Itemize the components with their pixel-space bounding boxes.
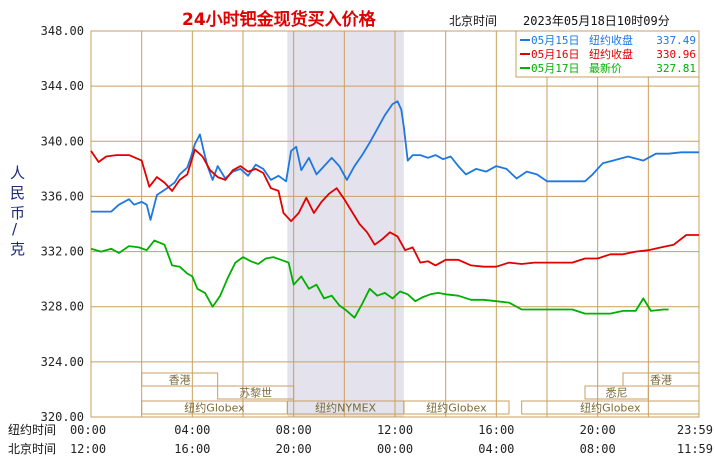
chart-title: 24小时钯金现货买入价格 bbox=[182, 9, 377, 30]
x-tick-label: 20:00 bbox=[580, 423, 616, 437]
market-session-box bbox=[217, 385, 295, 400]
x-tick-label: 16:00 bbox=[478, 423, 514, 437]
y-tick-label: 328.00 bbox=[41, 300, 84, 314]
market-session-label: 悉尼 bbox=[606, 387, 628, 400]
legend-value: 327.81 bbox=[656, 62, 696, 75]
x-tick-label: 11:59 bbox=[677, 442, 713, 456]
legend-date: 05月16日 bbox=[531, 48, 580, 61]
plot-frame bbox=[90, 30, 700, 418]
x-tick-label: 08:00 bbox=[276, 423, 312, 437]
row-label-newyork: 纽约时间 bbox=[8, 422, 56, 437]
x-tick-label: 12:00 bbox=[377, 423, 413, 437]
market-session-label: 香港 bbox=[169, 374, 191, 387]
legend-value: 337.49 bbox=[656, 34, 696, 47]
legend-label: 纽约收盘 bbox=[589, 33, 633, 47]
x-tick-labels: 00:00 04:00 08:00 12:00 16:00 20:00 23:59 12:00… bbox=[70, 423, 713, 456]
series-line-1 bbox=[91, 100, 699, 221]
legend-box bbox=[515, 30, 700, 78]
series-lines bbox=[90, 100, 699, 319]
x-tick-label: 12:00 bbox=[70, 442, 106, 456]
x-tick-label: 08:00 bbox=[580, 442, 616, 456]
timestamp: 2023年05月18日10时09分 bbox=[523, 14, 670, 28]
legend-date: 05月15日 bbox=[531, 34, 580, 47]
y-tick-label: 324.00 bbox=[41, 355, 84, 369]
market-session-box bbox=[141, 372, 219, 387]
ylabel-char-4: / bbox=[12, 220, 18, 238]
y-tick-label: 320.00 bbox=[41, 410, 84, 424]
ylabel-char-2: 民 bbox=[10, 184, 25, 202]
x-tick-label: 00:00 bbox=[70, 423, 106, 437]
market-session-label: 纽约NYMEX bbox=[315, 401, 376, 415]
x-tick-label: 00:00 bbox=[377, 442, 413, 456]
market-session-label: 苏黎世 bbox=[239, 386, 272, 400]
y-tick-label: 336.00 bbox=[41, 189, 84, 203]
x-tick-label: 20:00 bbox=[276, 442, 312, 456]
legend-label: 最新价 bbox=[589, 61, 622, 75]
ylabel-char-3: 币 bbox=[10, 204, 25, 222]
legend-value: 330.96 bbox=[656, 48, 696, 61]
y-tick-label: 332.00 bbox=[41, 245, 84, 259]
legend: 05月15日 纽约收盘 337.49 05月16日 纽约收盘 330.96 05月17日 最新… bbox=[515, 30, 700, 78]
legend-date: 05月17日 bbox=[531, 62, 580, 75]
nymex-session-band bbox=[287, 31, 404, 417]
market-session-box bbox=[622, 372, 700, 387]
x-tick-label: 16:00 bbox=[174, 442, 210, 456]
row-label-beijing: 北京时间 bbox=[8, 442, 56, 456]
series-line-2 bbox=[90, 148, 699, 268]
x-tick-label: 04:00 bbox=[174, 423, 210, 437]
series-line-3 bbox=[90, 239, 669, 319]
ylabel-char-1: 人 bbox=[10, 164, 25, 182]
x-tick-label: 04:00 bbox=[478, 442, 514, 456]
y-axis-label: 人 民 币 / 克 bbox=[10, 164, 25, 258]
y-tick-label: 340.00 bbox=[41, 134, 84, 148]
market-session-label: 香港 bbox=[650, 374, 672, 387]
market-session-label: 纽约Globex bbox=[426, 401, 487, 415]
grid bbox=[90, 30, 700, 418]
legend-label: 纽约收盘 bbox=[589, 47, 633, 61]
x-tick-label: 23:59 bbox=[677, 423, 713, 437]
ylabel-char-5: 克 bbox=[10, 240, 25, 258]
y-tick-labels: 320.00 324.00 328.00 332.00 336.00 340.00 344.… bbox=[41, 24, 84, 424]
market-session-box bbox=[521, 400, 700, 415]
market-session-box bbox=[584, 385, 649, 400]
market-session-label: 纽约Globex bbox=[580, 401, 641, 415]
y-tick-label: 344.00 bbox=[41, 79, 84, 93]
market-session-label: 纽约Globex bbox=[184, 401, 245, 415]
market-session-box bbox=[403, 400, 510, 415]
timezone-label: 北京时间 bbox=[449, 14, 497, 28]
y-tick-label: 348.00 bbox=[41, 24, 84, 38]
